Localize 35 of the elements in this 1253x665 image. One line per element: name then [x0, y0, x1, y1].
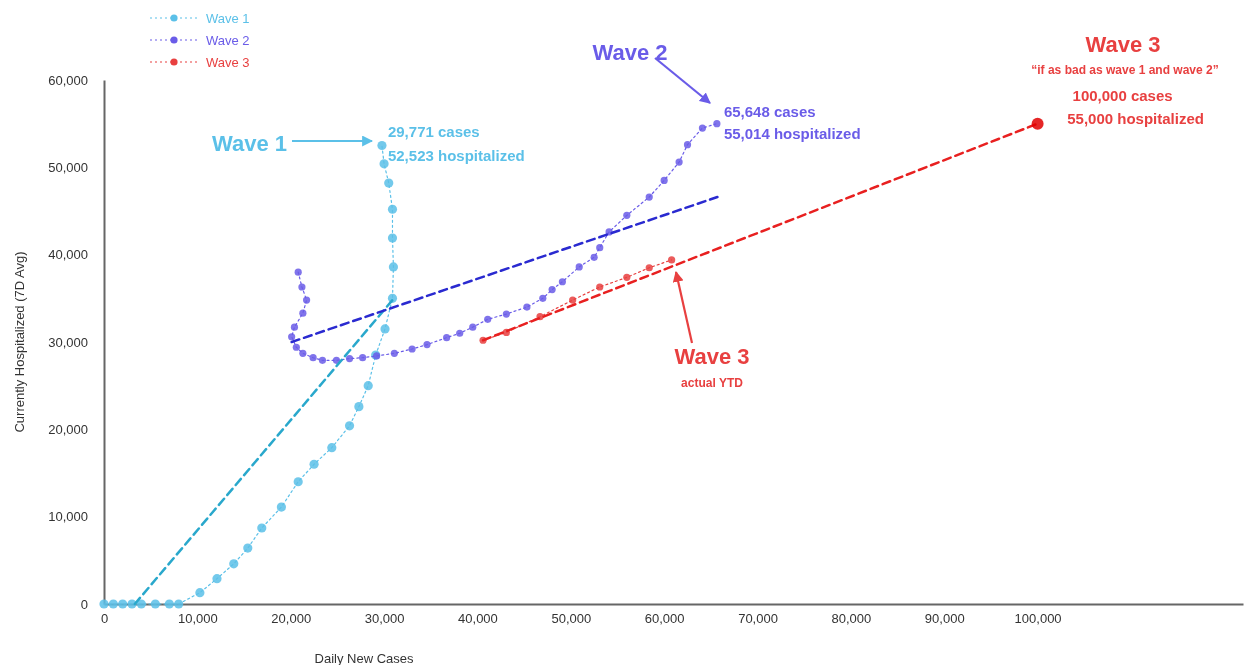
y-tick-label: 0 — [80, 596, 88, 612]
legend-label: Wave 3 — [206, 55, 250, 70]
annotation: 29,771 cases — [387, 123, 480, 141]
annotation: 65,648 cases — [723, 102, 816, 120]
y-tick-label: 30,000 — [48, 334, 88, 350]
annotation: actual YTD — [681, 376, 744, 390]
annotation: 55,014 hospitalized — [723, 124, 861, 142]
annotation: 55,000 hospitalized — [1067, 109, 1204, 127]
y-tick-label: 60,000 — [48, 72, 88, 88]
x-tick-label: 90,000 — [924, 611, 965, 627]
x-tick-label: 50,000 — [551, 611, 592, 627]
y-axis-title: Currently Hospitalized (7D Avg) — [12, 251, 27, 433]
legend-label: Wave 1 — [206, 11, 250, 26]
x-tick-label: 0 — [100, 611, 109, 627]
x-tick-label: 60,000 — [644, 611, 685, 627]
y-tick-label: 20,000 — [48, 421, 88, 437]
x-axis-title: Daily New Cases — [314, 651, 415, 665]
x-tick-label: 80,000 — [831, 611, 872, 627]
annotation: Wave 1 — [211, 131, 287, 156]
y-tick-label: 40,000 — [48, 247, 88, 263]
text: Wave 3 — [1085, 32, 1161, 57]
x-tick-label: 100,000 — [1014, 611, 1062, 627]
text: “if as bad as wave 1 and wave 2” — [1031, 63, 1219, 77]
text: Wave 2 — [592, 40, 668, 65]
annotation: Wave 3 — [674, 344, 750, 369]
x-tick-label: 20,000 — [271, 611, 312, 627]
annotation: 100,000 cases — [1072, 86, 1173, 104]
y-tick-label: 50,000 — [48, 159, 88, 175]
x-tick-label: 10,000 — [177, 611, 218, 627]
y-tick-label: 10,000 — [48, 509, 88, 525]
annotation: 52,523 hospitalized — [387, 147, 525, 165]
x-tick-label: 30,000 — [364, 611, 405, 627]
x-tick-label: 40,000 — [458, 611, 498, 627]
legend-label: Wave 2 — [206, 33, 250, 48]
x-tick-label: 70,000 — [738, 611, 778, 627]
